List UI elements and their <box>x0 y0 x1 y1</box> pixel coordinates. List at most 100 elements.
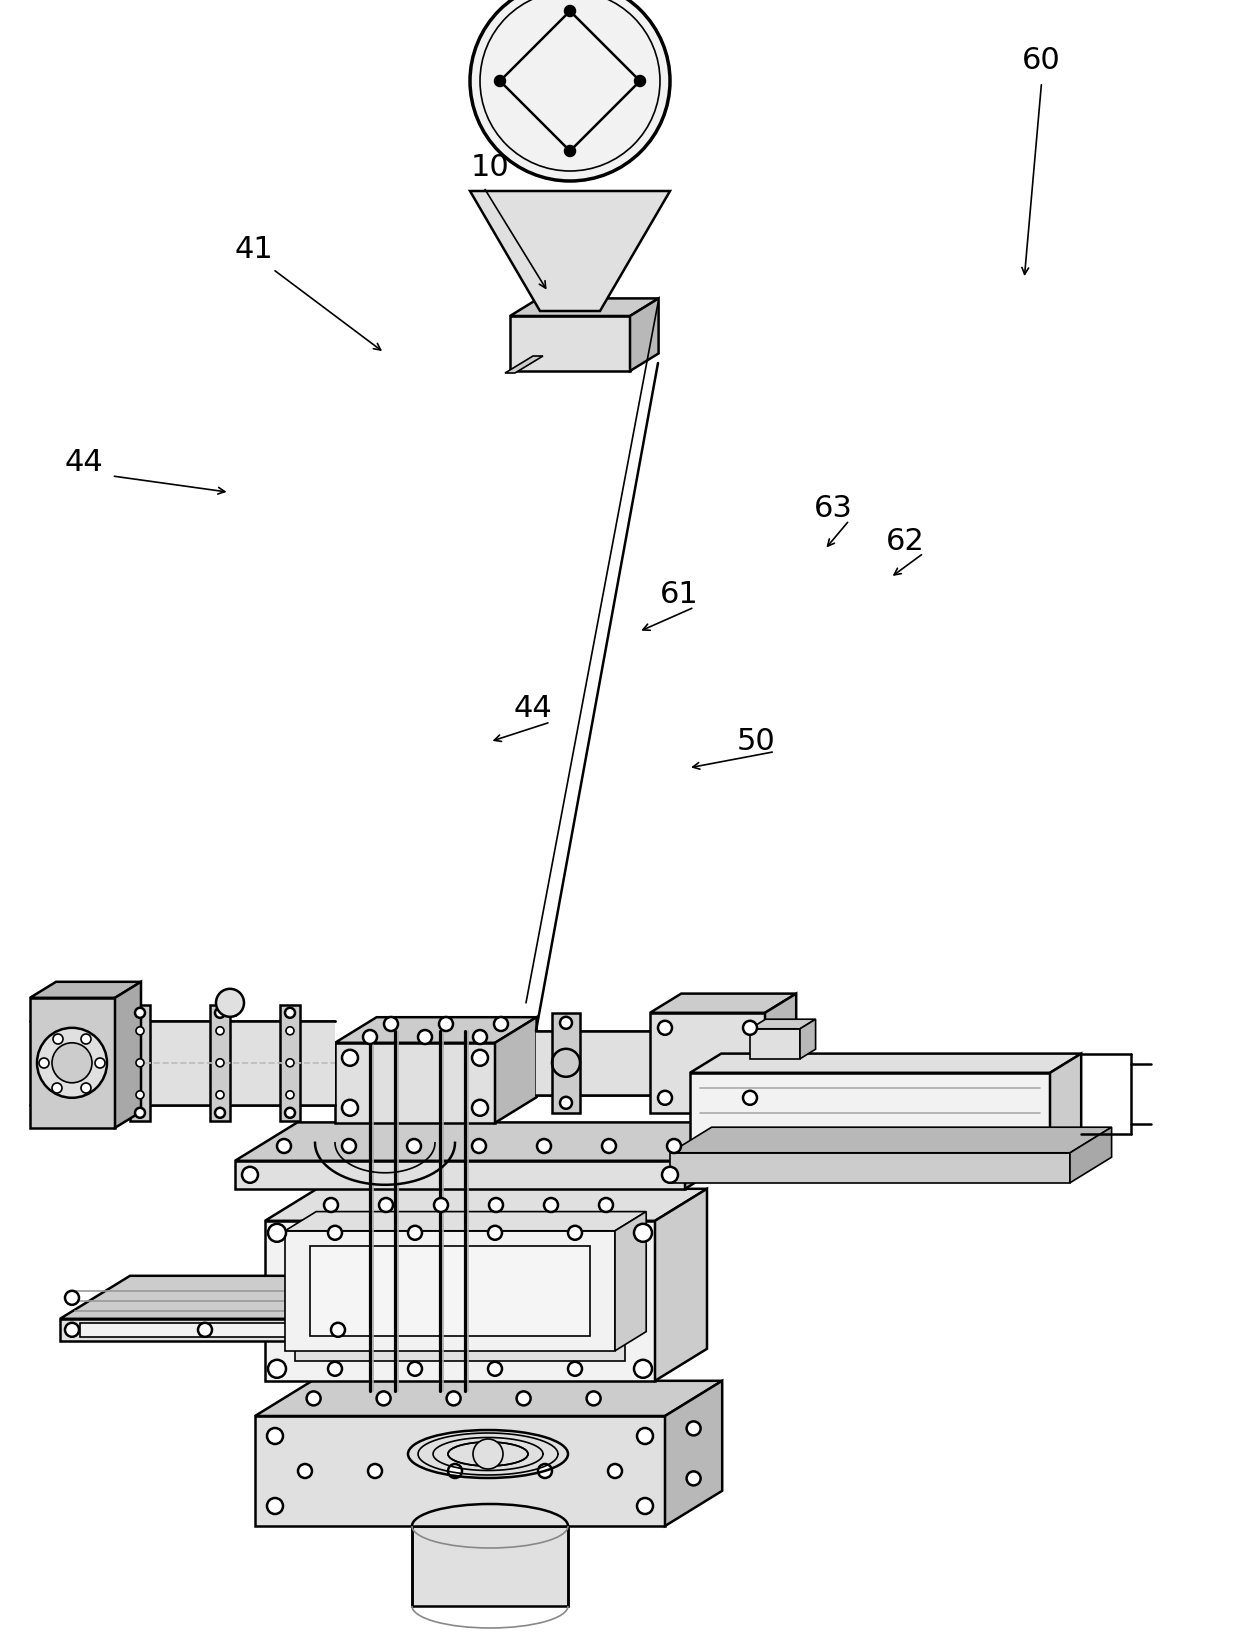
Polygon shape <box>800 1019 816 1058</box>
Circle shape <box>216 1091 224 1099</box>
Circle shape <box>286 1027 294 1035</box>
Polygon shape <box>1070 1127 1111 1183</box>
Circle shape <box>743 1091 756 1104</box>
Circle shape <box>448 1464 463 1479</box>
Circle shape <box>277 1139 291 1154</box>
Circle shape <box>384 1017 398 1031</box>
Polygon shape <box>750 1019 816 1029</box>
Circle shape <box>634 1224 652 1242</box>
Circle shape <box>743 1021 756 1035</box>
Circle shape <box>368 1464 382 1479</box>
Circle shape <box>267 1498 283 1515</box>
Circle shape <box>329 1226 342 1241</box>
Text: 61: 61 <box>660 579 699 609</box>
Polygon shape <box>510 299 658 317</box>
Polygon shape <box>536 1031 730 1095</box>
Circle shape <box>342 1050 358 1065</box>
Circle shape <box>634 1360 652 1378</box>
Circle shape <box>658 1091 672 1104</box>
Circle shape <box>439 1017 453 1031</box>
Circle shape <box>379 1198 393 1213</box>
Circle shape <box>565 146 575 156</box>
Polygon shape <box>630 299 658 371</box>
Polygon shape <box>236 1122 748 1160</box>
Circle shape <box>81 1034 91 1044</box>
Polygon shape <box>665 1380 722 1526</box>
Circle shape <box>635 75 645 85</box>
Polygon shape <box>30 998 115 1127</box>
Bar <box>224 996 236 1016</box>
Circle shape <box>446 1392 460 1405</box>
Polygon shape <box>255 1380 722 1416</box>
Circle shape <box>135 1008 145 1017</box>
Circle shape <box>53 1034 63 1044</box>
Polygon shape <box>210 1004 229 1121</box>
Polygon shape <box>510 317 630 371</box>
Circle shape <box>568 1226 582 1241</box>
Polygon shape <box>396 1154 429 1160</box>
Circle shape <box>285 1108 295 1118</box>
Circle shape <box>568 1362 582 1375</box>
Polygon shape <box>265 1221 655 1380</box>
Circle shape <box>216 1027 224 1035</box>
Circle shape <box>418 1031 432 1044</box>
Circle shape <box>198 1323 212 1337</box>
Polygon shape <box>689 1073 1050 1152</box>
Text: 44: 44 <box>64 448 104 478</box>
Polygon shape <box>396 1160 417 1380</box>
Circle shape <box>298 1464 312 1479</box>
Polygon shape <box>315 1154 348 1160</box>
Polygon shape <box>280 1004 300 1121</box>
Circle shape <box>687 1472 701 1485</box>
Circle shape <box>565 7 575 16</box>
Circle shape <box>601 1139 616 1154</box>
Polygon shape <box>81 1323 330 1337</box>
Circle shape <box>306 1392 321 1405</box>
Circle shape <box>472 1031 487 1044</box>
Polygon shape <box>689 1054 1081 1073</box>
Circle shape <box>489 1198 503 1213</box>
Polygon shape <box>684 1122 748 1188</box>
Text: 63: 63 <box>813 494 853 523</box>
Circle shape <box>286 1058 294 1067</box>
Polygon shape <box>130 1004 150 1121</box>
Polygon shape <box>337 1154 348 1380</box>
Circle shape <box>472 1050 489 1065</box>
Polygon shape <box>417 1154 429 1380</box>
Polygon shape <box>559 1140 582 1360</box>
Circle shape <box>408 1362 422 1375</box>
Circle shape <box>267 1428 283 1444</box>
Text: 41: 41 <box>234 235 274 264</box>
Circle shape <box>434 1198 448 1213</box>
Circle shape <box>342 1139 356 1154</box>
Polygon shape <box>285 1211 646 1231</box>
Circle shape <box>608 1464 622 1479</box>
Circle shape <box>38 1058 50 1068</box>
Circle shape <box>324 1198 339 1213</box>
Polygon shape <box>30 981 141 998</box>
Polygon shape <box>412 1526 568 1607</box>
Text: 60: 60 <box>1022 46 1061 75</box>
Polygon shape <box>335 1017 537 1042</box>
Circle shape <box>472 1139 486 1154</box>
Circle shape <box>135 1108 145 1118</box>
Circle shape <box>560 1096 572 1109</box>
Circle shape <box>489 1362 502 1375</box>
Circle shape <box>495 75 505 85</box>
Circle shape <box>363 1031 377 1044</box>
Circle shape <box>662 1167 678 1183</box>
Polygon shape <box>236 1160 684 1188</box>
Text: 50: 50 <box>737 727 776 757</box>
Polygon shape <box>650 1012 765 1113</box>
Circle shape <box>472 1439 503 1469</box>
Circle shape <box>637 1428 653 1444</box>
Polygon shape <box>639 1132 672 1140</box>
Circle shape <box>136 1058 144 1067</box>
Circle shape <box>242 1167 258 1183</box>
Circle shape <box>285 1008 295 1017</box>
Circle shape <box>408 1226 422 1241</box>
Polygon shape <box>470 190 670 312</box>
Polygon shape <box>265 1188 707 1221</box>
Circle shape <box>342 1099 358 1116</box>
Circle shape <box>52 1042 92 1083</box>
